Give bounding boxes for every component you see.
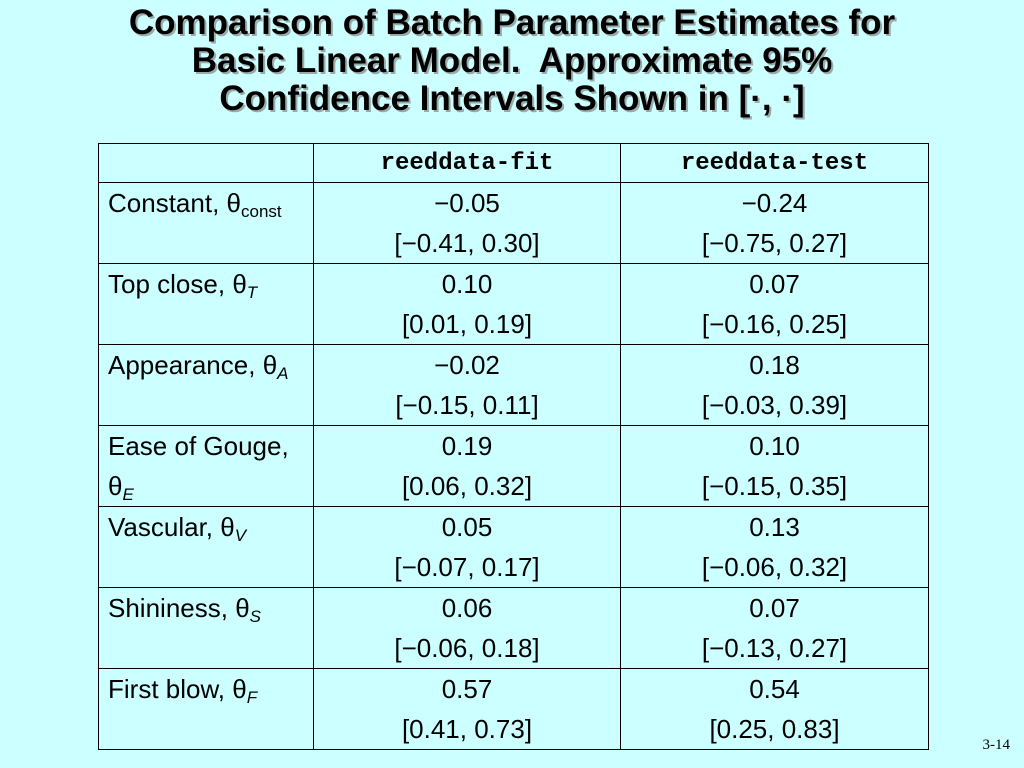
value-cell: 0.07 [−0.13, 0.27]: [620, 587, 929, 669]
corner-cell: [98, 143, 314, 183]
estimate: −0.02: [434, 350, 500, 380]
table-body: Constant, θconst −0.05 [−0.41, 0.30] −0.24[…: [98, 182, 929, 750]
row-label-cell: Vascular, θV: [98, 506, 314, 588]
estimate: 0.06: [441, 593, 493, 623]
table-row: Appearance, θA −0.02 [−0.15, 0.11] 0.18 [−0.…: [98, 344, 929, 426]
theta: θ: [226, 188, 241, 218]
row-label: First blow,: [108, 674, 226, 704]
interval: [−0.41, 0.30]: [394, 228, 540, 258]
estimate: 0.05: [441, 512, 493, 542]
estimate: 0.07: [749, 593, 800, 623]
row-symbol: θV: [220, 512, 247, 545]
interval: [−0.07, 0.17]: [394, 552, 540, 582]
interval: [0.01, 0.19]: [401, 309, 533, 339]
row-symbol: θF: [232, 674, 258, 707]
estimate: 0.18: [749, 350, 800, 380]
symbol-subscript: F: [246, 688, 258, 707]
value-cell: 0.10 [0.01, 0.19]: [313, 263, 621, 345]
row-label-cell: Top close, θT: [98, 263, 314, 345]
estimate: 0.10: [749, 431, 800, 461]
row-label-cell: Shininess, θS: [98, 587, 314, 669]
row-label-cell: Constant, θconst: [98, 182, 314, 264]
value-cell: 0.18 [−0.03, 0.39]: [620, 344, 929, 426]
table-row: First blow, θF 0.57 [0.41, 0.73] 0.54 [0.25,…: [98, 668, 929, 750]
interval: [−0.06, 0.18]: [394, 633, 540, 663]
page-number: 3-14: [982, 737, 1011, 753]
value-cell: 0.57 [0.41, 0.73]: [313, 668, 621, 750]
theta: θ: [235, 593, 250, 623]
value-cell: 0.06 [−0.06, 0.18]: [313, 587, 621, 669]
symbol-subscript: E: [122, 485, 134, 504]
row-symbol: θconst: [226, 188, 282, 221]
symbol-subscript: V: [234, 526, 247, 545]
interval: [0.06, 0.32]: [401, 471, 533, 501]
interval: [−0.75, 0.27]: [701, 228, 848, 258]
row-label: Appearance,: [108, 350, 256, 380]
row-label-cell: Ease of Gouge, θE: [98, 425, 314, 507]
value-cell: 0.07 [−0.16, 0.25]: [620, 263, 929, 345]
symbol-subscript: S: [249, 607, 262, 626]
row-symbol: θS: [235, 593, 262, 626]
symbol-subscript: T: [246, 283, 258, 302]
estimate: −0.24: [741, 188, 808, 218]
table-row: Top close, θT 0.10 [0.01, 0.19] 0.07 [−0.16,…: [98, 263, 929, 345]
row-label: Constant,: [108, 188, 220, 218]
value-cell: −0.24 [−0.75, 0.27]: [620, 182, 929, 264]
theta: θ: [232, 269, 247, 299]
estimate: 0.54: [749, 674, 800, 704]
title: Comparison of Batch Parameter Estimates …: [0, 4, 1024, 118]
interval: [−0.13, 0.27]: [701, 633, 848, 663]
estimate: 0.07: [749, 269, 800, 299]
interval: [−0.16, 0.25]: [701, 309, 848, 339]
header-row: reeddata-fit reeddata-test: [98, 143, 929, 183]
title-line: Comparison of Batch Parameter Estimates …: [128, 3, 896, 42]
row-label-cell: First blow, θF: [98, 668, 314, 750]
table-row: Ease of Gouge, θE 0.19 [0.06, 0.32] 0.10 [−0…: [98, 425, 929, 507]
row-symbol: θT: [232, 269, 258, 302]
title-line: Basic Linear Model. Approximate 95%: [191, 41, 833, 80]
interval: [−0.15, 0.11]: [395, 390, 539, 420]
theta: θ: [108, 471, 123, 501]
column-header: reeddata-fit: [313, 143, 621, 183]
row-label: Vascular,: [108, 512, 214, 542]
estimate: 0.19: [441, 431, 493, 461]
theta: θ: [232, 674, 247, 704]
row-symbol: θA: [262, 350, 289, 383]
column-header: reeddata-test: [620, 143, 929, 183]
value-cell: 0.19 [0.06, 0.32]: [313, 425, 621, 507]
row-symbol: θE: [108, 471, 134, 504]
value-cell: 0.54 [0.25, 0.83]: [620, 668, 929, 750]
estimate: 0.13: [749, 512, 800, 542]
theta: θ: [262, 350, 278, 380]
row-label: Top close,: [108, 269, 226, 299]
symbol-subscript: A: [277, 364, 289, 383]
value-cell: −0.05 [−0.41, 0.30]: [313, 182, 621, 264]
interval: [0.25, 0.83]: [709, 714, 840, 744]
row-label: Shininess,: [108, 593, 228, 623]
title-line: Confidence Intervals Shown in [·, ·]: [219, 79, 805, 118]
table-row: Shininess, θS 0.06 [−0.06, 0.18] 0.07 [−0.13…: [98, 587, 929, 669]
table-row: Constant, θconst −0.05 [−0.41, 0.30] −0.24 […: [98, 182, 929, 264]
symbol-subscript: const: [241, 202, 282, 221]
value-cell: 0.05 [−0.07, 0.17]: [313, 506, 621, 588]
table-row: Vascular, θV 0.05 [−0.07, 0.17] 0.13 [−0.06,…: [98, 506, 929, 588]
theta: θ: [220, 512, 235, 542]
interval: [−0.06, 0.32]: [701, 552, 848, 582]
interval: [−0.15, 0.35]: [701, 471, 848, 501]
value-cell: −0.02 [−0.15, 0.11]: [313, 344, 621, 426]
interval: [−0.03, 0.39]: [701, 390, 848, 420]
row-label-cell: Appearance, θA: [98, 344, 314, 426]
estimate: −0.05: [434, 188, 500, 218]
value-cell: 0.13 [−0.06, 0.32]: [620, 506, 929, 588]
interval: [0.41, 0.73]: [401, 714, 533, 744]
estimates-table: reeddata-fit reeddata-test Constant, θcon…: [98, 143, 929, 750]
row-label: Ease of Gouge,: [108, 431, 289, 461]
estimate: 0.10: [441, 269, 493, 299]
estimate: 0.57: [441, 674, 493, 704]
value-cell: 0.10 [−0.15, 0.35]: [620, 425, 929, 507]
